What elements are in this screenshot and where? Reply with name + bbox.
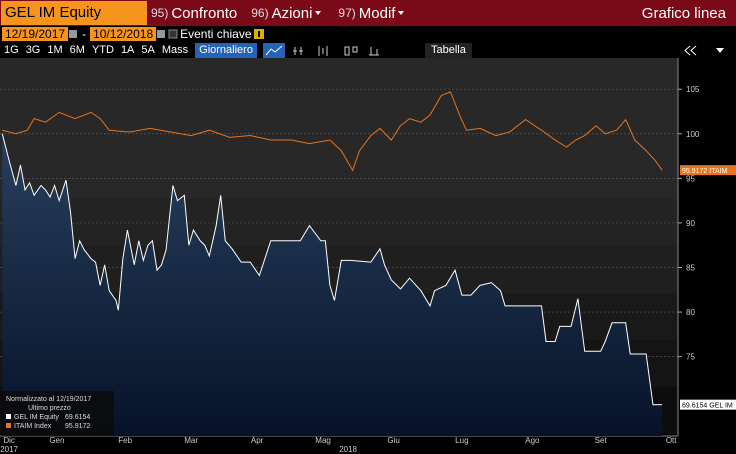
menu[interactable]: 97) Modif [338, 5, 407, 22]
x-tick-label: Gen [49, 436, 64, 445]
legend-title: Normalizzato al 12/19/2017 [6, 396, 91, 403]
menu-label: Modif [358, 4, 396, 22]
dropdown-arrow [398, 11, 405, 15]
last-value: 69.6154 [682, 403, 707, 410]
menu-code: 97) [338, 6, 356, 20]
period-button[interactable]: 1A [120, 44, 135, 56]
ticker-field[interactable]: GEL IM Equity [1, 1, 147, 25]
frequency-select[interactable]: Giornaliero [195, 42, 257, 58]
calendar-icon[interactable] [68, 28, 78, 40]
y-tick-label: 95 [686, 174, 695, 183]
x-tick-label: Ago [525, 436, 540, 445]
checkbox[interactable] [166, 28, 180, 40]
menu-code: 95) [151, 6, 169, 20]
series-line [2, 91, 663, 172]
x-tick-label: Mag [315, 436, 331, 445]
period-button[interactable]: YTD [91, 44, 114, 56]
plot-band [0, 199, 678, 246]
x-tick-label: Feb [118, 436, 132, 445]
top-bar: GEL IM Equity 95) Confronto 96) Azioni 97)… [0, 0, 736, 26]
x-tick-label: Ott [666, 436, 677, 445]
series-line [1, 133, 663, 406]
legend-name: ITAIM Index [14, 423, 52, 430]
legend-value: 69.6154 [65, 414, 90, 421]
year-label: 2018 [339, 445, 357, 454]
y-tick-label: 90 [686, 219, 695, 228]
period-button[interactable]: 5A [141, 44, 155, 56]
last-value-label: 95.9172 ITAIM [682, 168, 728, 175]
collapse-button[interactable] [684, 45, 697, 55]
legend-value: 95.9172 [65, 423, 90, 430]
series-short-name: GEL IM [709, 403, 733, 410]
info-icon[interactable] [252, 28, 266, 40]
area-fill [2, 133, 663, 436]
table-button[interactable]: Tabella [424, 42, 472, 58]
last-value: 95.9172 [682, 168, 707, 175]
line-tool[interactable] [262, 42, 285, 58]
period-button[interactable]: 1G [4, 44, 19, 56]
legend: Normalizzato al 12/19/2017 Ultimo prezzo G… [2, 391, 114, 435]
legend-swatch [6, 423, 11, 428]
end-date[interactable]: 10/12/2018 [90, 27, 157, 41]
legend-box [2, 391, 114, 435]
date-row: 12/19/2017 - 10/12/2018 Eventi chiave [0, 27, 736, 41]
candle-icon[interactable] [318, 45, 328, 56]
menu[interactable]: 96) Azioni [251, 5, 324, 22]
plot-band [0, 152, 678, 199]
menu-code: 96) [251, 6, 269, 20]
calendar-icon[interactable] [156, 28, 166, 40]
dropdown-arrow [315, 11, 322, 15]
legend-swatch [6, 414, 11, 419]
y-tick-label: 100 [686, 130, 700, 139]
plot-band [0, 105, 678, 152]
menu-label: Confronto [171, 4, 238, 22]
line-icon [265, 45, 283, 55]
period-button[interactable]: Mass [161, 44, 189, 56]
chart: 75 80 85 90 95 100 105 Dic Gen Feb Mar Apr Mag Giu Lug… [0, 58, 736, 454]
y-tick-label: 75 [686, 353, 695, 362]
chart-tools [262, 42, 379, 58]
last-value-label: 69.6154 GEL IM [682, 403, 733, 410]
date-separator: - [82, 27, 87, 41]
period-row: 1G 3G 1M 6M YTD 1A 5A Mass Giornaliero Tabella [0, 42, 736, 58]
series-short-name: ITAIM [709, 168, 727, 175]
y-tick-label: 85 [686, 264, 695, 273]
y-tick-label: 105 [686, 85, 700, 94]
y-tick-label: 80 [686, 308, 695, 317]
last-value-tag [680, 165, 736, 176]
x-tick-label: Dic [3, 436, 15, 445]
last-value-tag [680, 399, 736, 410]
x-tick-label: Set [595, 436, 608, 445]
nav-buttons [684, 45, 724, 55]
year-label: 2017 [0, 445, 18, 454]
bar-icon[interactable] [292, 46, 303, 55]
ohlc-icon[interactable] [344, 46, 358, 55]
start-date[interactable]: 12/19/2017 [2, 27, 69, 41]
menu-label: Azioni [271, 4, 313, 22]
plot-band [0, 58, 678, 105]
misc-icon[interactable] [368, 46, 379, 55]
period-buttons: 1G 3G 1M 6M YTD 1A 5A Mass [0, 44, 191, 56]
options-button[interactable] [716, 47, 724, 53]
period-button[interactable]: 1M [47, 44, 63, 56]
view-title: Grafico linea [641, 4, 726, 22]
legend-name: GEL IM Equity [14, 414, 59, 421]
period-button[interactable]: 3G [25, 44, 41, 56]
period-button[interactable]: 6M [69, 44, 85, 56]
x-tick-label: Apr [251, 436, 264, 445]
events-label: Eventi chiave [180, 27, 252, 41]
x-tick-label: Giu [387, 436, 399, 445]
x-tick-label: Lug [455, 436, 468, 445]
legend-subtitle: Ultimo prezzo [28, 405, 71, 412]
x-tick-label: Mar [184, 436, 198, 445]
menu[interactable]: 95) Confronto [151, 5, 237, 22]
